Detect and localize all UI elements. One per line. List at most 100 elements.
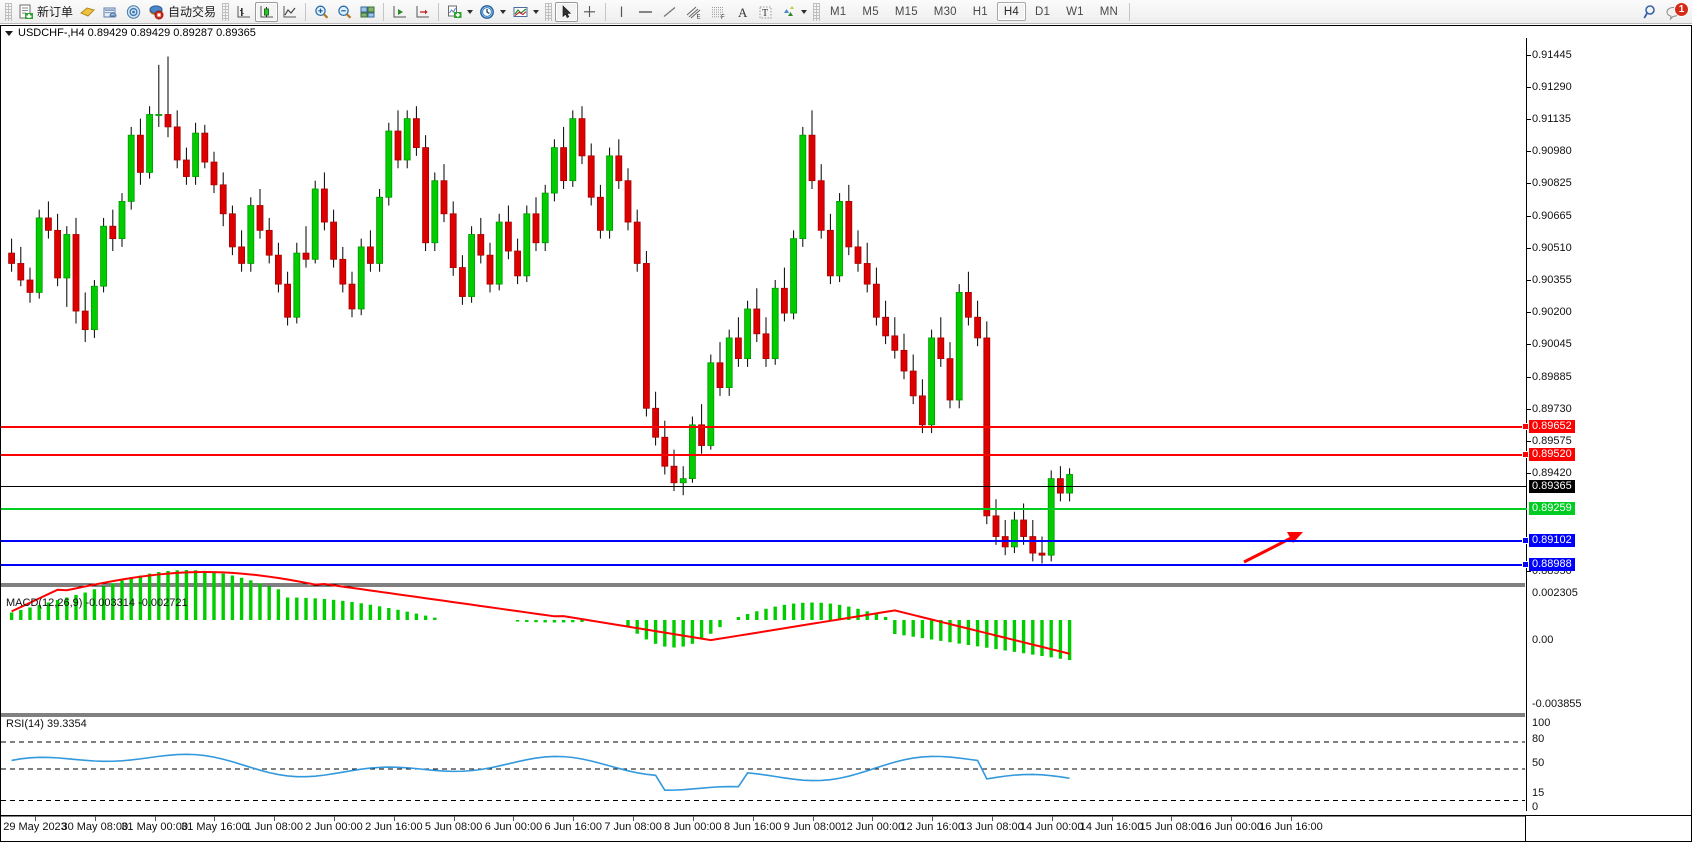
objects-caret-icon[interactable] — [801, 9, 808, 14]
level-blue-upper-line[interactable] — [1, 540, 1527, 543]
time-tick-label: 9 Jun 08:00 — [783, 821, 842, 833]
timeframe-d1[interactable]: D1 — [1035, 5, 1051, 18]
chart-shift-button[interactable] — [411, 2, 434, 22]
time-tick-mark — [1051, 816, 1053, 821]
rsi-tick-label: 50 — [1532, 757, 1545, 769]
indicators-button[interactable] — [443, 2, 476, 22]
toolbar-grip-3[interactable] — [545, 2, 553, 21]
toolbar-grip[interactable] — [5, 2, 12, 21]
period-button[interactable] — [476, 2, 509, 22]
bar-chart-type-button[interactable] — [232, 2, 255, 22]
search-button[interactable] — [1638, 2, 1664, 22]
price-tick-mark — [1527, 150, 1531, 152]
objects-button[interactable] — [777, 2, 810, 22]
time-tick-label: 15 Jun 08:00 — [1139, 821, 1204, 833]
level-green-line[interactable] — [1, 507, 1527, 510]
crosshair-button[interactable] — [578, 2, 601, 22]
line-chart-button[interactable] — [278, 2, 301, 22]
text-label-button[interactable]: T — [754, 2, 777, 22]
text-button[interactable]: A — [731, 2, 754, 22]
time-tick-label: 30 May 08:00 — [61, 821, 129, 833]
search-icon — [1643, 4, 1655, 18]
price-tick-mark — [1527, 441, 1531, 443]
timeframe-m5[interactable]: M5 — [862, 5, 879, 18]
horizontal-line-button[interactable] — [633, 2, 658, 22]
time-tick-label: 2 Jun 16:00 — [365, 821, 423, 833]
new-order-button[interactable]: 新订单 — [15, 2, 76, 22]
candle-body — [532, 213, 540, 244]
timeframe-m30[interactable]: M30 — [933, 5, 957, 18]
time-tick-label: 12 Jun 16:00 — [900, 821, 964, 833]
candle-body — [35, 217, 43, 293]
notification-badge: 1 — [1674, 1, 1689, 17]
period-caret-icon[interactable] — [500, 9, 507, 14]
zoom-in-icon — [315, 5, 329, 19]
candle-body — [201, 132, 209, 163]
level-green-pill[interactable]: 0.89259 — [1529, 501, 1575, 515]
data-window-toggle-button[interactable] — [356, 2, 379, 22]
main-toolbar: 新订单 — [0, 0, 1692, 24]
level-blue-lower-pill[interactable]: 0.88988 — [1529, 557, 1575, 571]
bar-chart-icon — [80, 6, 95, 17]
timeframe-h1[interactable]: H1 — [972, 5, 988, 18]
zoom-in-button[interactable] — [310, 2, 333, 22]
auto-trading-button[interactable]: 自动交易 — [145, 2, 219, 22]
equidistant-channel-button[interactable]: E — [681, 2, 706, 22]
level-red-upper-pill[interactable]: 0.89652 — [1529, 420, 1575, 434]
candle-body — [228, 213, 236, 248]
time-axis[interactable]: 29 May 2023 30 May 08:00 31 May 00:00 31 Ma… — [1, 815, 1526, 841]
macd-tick-label: -0.003855 — [1532, 698, 1582, 710]
toolbar-grip-2[interactable] — [222, 2, 230, 21]
level-red-lower-pill[interactable]: 0.89520 — [1529, 447, 1575, 461]
level-red-upper-line[interactable] — [1, 426, 1527, 429]
toolbar-grip-4[interactable] — [813, 2, 821, 21]
level-red-lower-line[interactable] — [1, 453, 1527, 456]
time-tick-label: 8 Jun 00:00 — [664, 821, 722, 833]
level-blue-lower-line[interactable] — [1, 563, 1527, 566]
chart-plot-area[interactable] — [1, 26, 1691, 841]
chart-window[interactable]: USDCHF-,H4 0.89429 0.89429 0.89287 0.893… — [0, 25, 1692, 842]
notification-button[interactable]: 1 — [1664, 1, 1690, 22]
zoom-out-button[interactable] — [333, 2, 356, 22]
chart-canvas[interactable] — [1, 26, 1691, 841]
level-blue-upper-pill[interactable]: 0.89102 — [1529, 534, 1575, 548]
level-bid-line[interactable] — [1, 485, 1527, 487]
text-label-icon: T — [759, 6, 772, 19]
navigator-button[interactable] — [122, 2, 145, 22]
chart-menu-caret-icon[interactable] — [5, 30, 13, 36]
candle-body — [311, 188, 319, 260]
candle-body — [1029, 536, 1037, 554]
timeframe-m1[interactable]: M1 — [830, 5, 847, 18]
candlestick-chart-button[interactable] — [255, 1, 279, 22]
templates-caret-icon[interactable] — [533, 9, 540, 14]
timeframe-h4[interactable]: H4 — [996, 2, 1026, 21]
vertical-line-button[interactable] — [610, 2, 633, 22]
time-tick-mark — [214, 816, 216, 821]
cursor-button[interactable] — [555, 1, 579, 22]
market-watch-button[interactable] — [76, 2, 99, 22]
candle-body — [698, 424, 705, 446]
timeframe-m15[interactable]: M15 — [894, 5, 918, 18]
indicators-caret-icon[interactable] — [467, 9, 474, 14]
level-red-lower-handle[interactable] — [1522, 450, 1529, 458]
trendline-button[interactable] — [658, 2, 681, 22]
timeframe-w1[interactable]: W1 — [1066, 5, 1084, 18]
auto-scroll-button[interactable] — [388, 2, 411, 22]
fibonacci-button[interactable]: F — [706, 2, 731, 22]
candle-body — [477, 234, 485, 256]
candle-body — [238, 246, 246, 264]
level-bid-pill[interactable]: 0.89365 — [1529, 479, 1575, 493]
candle-body — [569, 118, 577, 182]
time-tick-label: 6 Jun 00:00 — [484, 821, 543, 833]
candle-body — [891, 335, 899, 351]
candle-body — [606, 155, 613, 231]
level-red-upper-handle[interactable] — [1522, 423, 1529, 431]
candle-body — [937, 337, 945, 360]
level-blue-upper-handle[interactable] — [1522, 537, 1529, 545]
templates-button[interactable] — [509, 2, 542, 22]
level-blue-lower-handle[interactable] — [1522, 560, 1529, 568]
candle-body — [136, 134, 144, 173]
candle-body — [81, 310, 89, 331]
timeframe-mn[interactable]: MN — [1099, 5, 1119, 18]
data-window-button[interactable] — [99, 2, 122, 22]
